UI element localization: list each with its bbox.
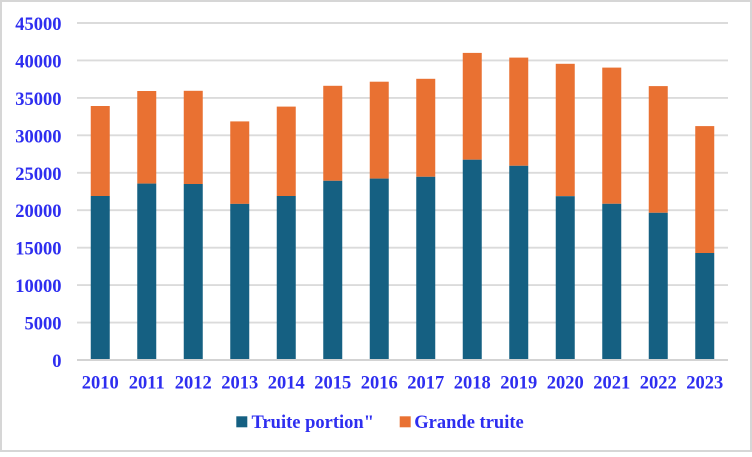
svg-text:15000: 15000 [15,240,61,260]
svg-text:25000: 25000 [15,165,61,185]
svg-text:2013: 2013 [221,374,258,394]
svg-text:2020: 2020 [547,374,584,394]
svg-text:Truite portion": Truite portion" [252,413,374,433]
svg-text:2011: 2011 [129,374,165,394]
svg-text:2016: 2016 [361,374,398,394]
svg-text:35000: 35000 [15,90,61,110]
svg-text:2014: 2014 [268,374,305,394]
svg-text:0: 0 [52,352,61,372]
svg-text:2012: 2012 [175,374,212,394]
svg-text:5000: 5000 [25,315,62,335]
svg-text:2023: 2023 [686,374,723,394]
svg-text:2015: 2015 [314,374,351,394]
svg-text:2010: 2010 [82,374,119,394]
svg-text:2022: 2022 [640,374,677,394]
svg-text:2018: 2018 [454,374,491,394]
svg-text:45000: 45000 [15,15,61,35]
svg-text:2017: 2017 [407,374,444,394]
svg-text:Grande truite: Grande truite [414,413,523,433]
svg-text:20000: 20000 [15,202,61,222]
svg-text:2021: 2021 [593,374,630,394]
svg-text:10000: 10000 [15,277,61,297]
svg-text:2019: 2019 [500,374,537,394]
svg-text:30000: 30000 [15,127,61,147]
svg-text:40000: 40000 [15,52,61,72]
